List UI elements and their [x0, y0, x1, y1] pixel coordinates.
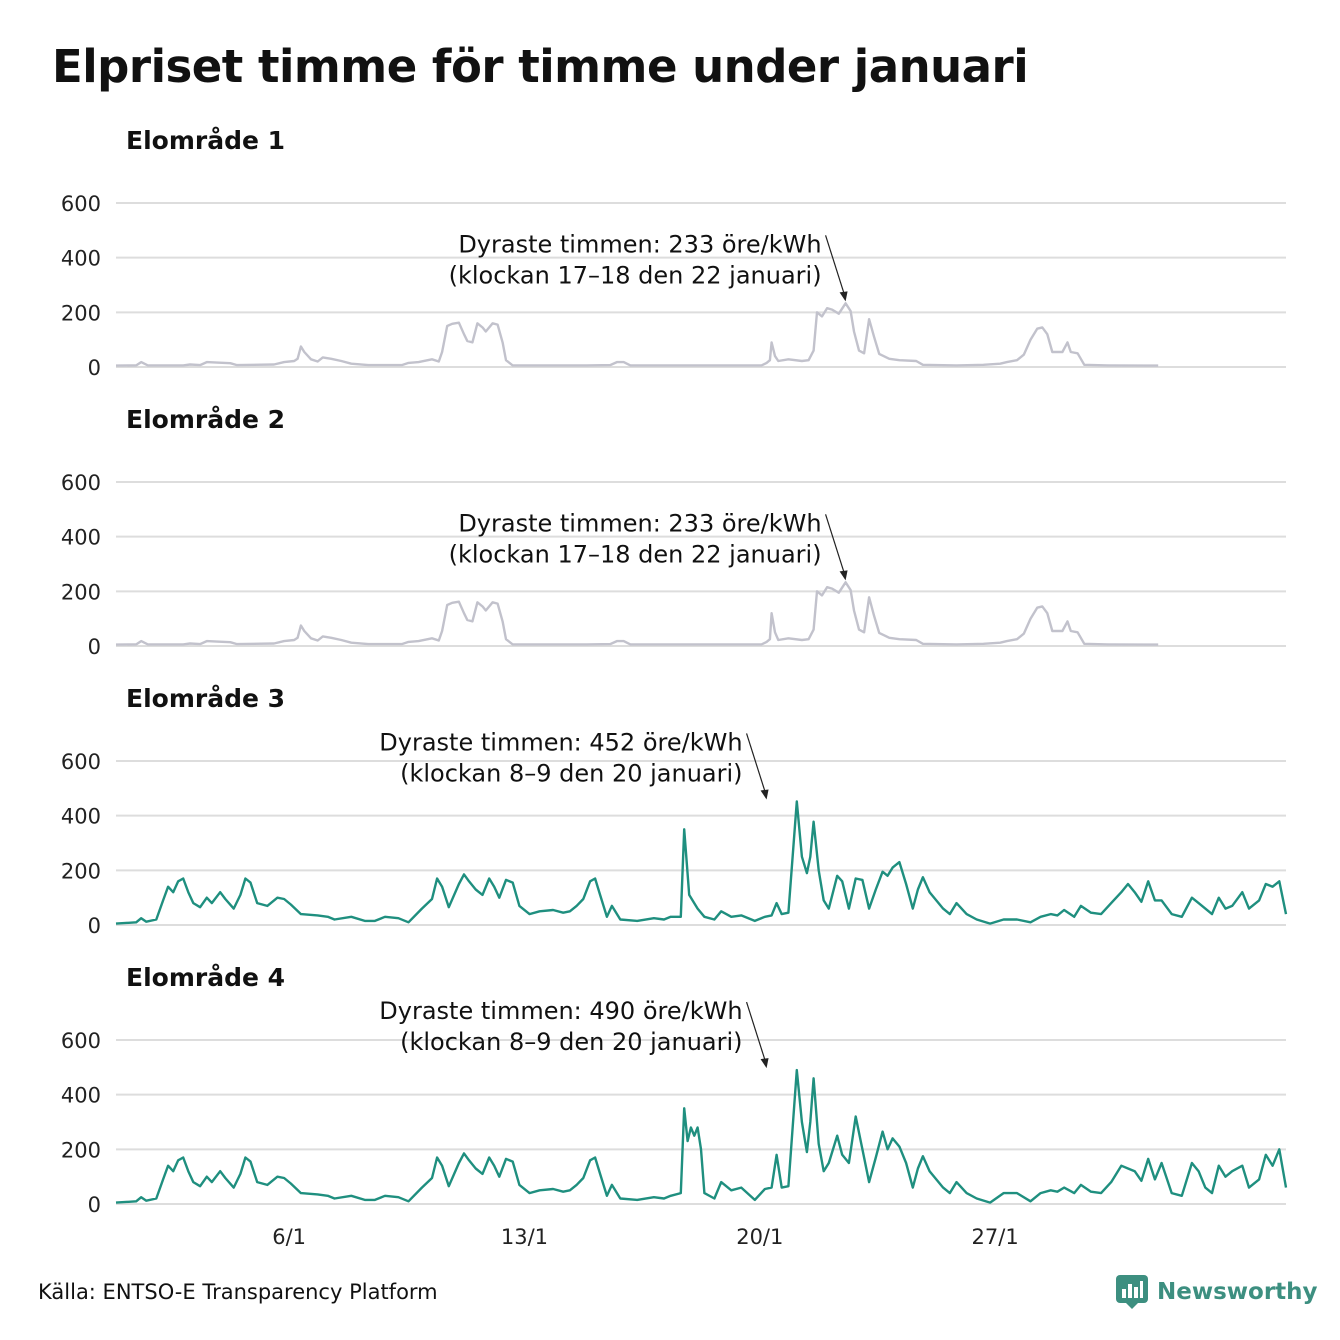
- panel-title: Elområde 4: [126, 963, 285, 992]
- y-tick-label: 0: [88, 356, 101, 380]
- annotation-arrowhead: [839, 570, 848, 581]
- y-tick-label: 200: [61, 301, 101, 325]
- series-line: [115, 581, 1159, 646]
- x-tick-label: 20/1: [736, 1225, 783, 1249]
- annotation-line1: Dyraste timmen: 233 öre/kWh: [458, 230, 821, 258]
- y-tick-label: 400: [61, 805, 101, 829]
- annotation-arrow-line: [745, 733, 768, 797]
- annotation-arrowhead: [760, 1058, 769, 1069]
- series-line: [115, 302, 1159, 367]
- bar-chart-speech-bubble-icon: [1116, 1275, 1148, 1309]
- y-tick-label: 600: [61, 750, 101, 774]
- annotation-line2: (klockan 17–18 den 22 januari): [449, 540, 822, 568]
- y-tick-label: 600: [61, 192, 101, 216]
- annotation-arrow-line: [824, 514, 847, 578]
- annotation-line1: Dyraste timmen: 490 öre/kWh: [379, 997, 742, 1025]
- annotation-arrowhead: [760, 789, 769, 800]
- y-tick-label: 400: [61, 247, 101, 271]
- y-tick-label: 200: [61, 1138, 101, 1162]
- panel-title: Elområde 2: [126, 405, 285, 434]
- y-tick-label: 400: [61, 526, 101, 550]
- y-tick-label: 0: [88, 914, 101, 938]
- y-tick-label: 0: [88, 635, 101, 659]
- x-tick-label: 6/1: [272, 1225, 306, 1249]
- y-tick-label: 200: [61, 859, 101, 883]
- brand-name: Newsworthy: [1157, 1279, 1318, 1305]
- x-tick-label: 13/1: [501, 1225, 548, 1249]
- newsworthy-logo: Newsworthy: [1116, 1275, 1318, 1309]
- panel-title: Elområde 1: [126, 126, 285, 155]
- series-line: [115, 1068, 1288, 1204]
- annotation-line1: Dyraste timmen: 452 öre/kWh: [379, 728, 742, 756]
- annotation-line2: (klockan 17–18 den 22 januari): [449, 261, 822, 289]
- y-tick-label: 0: [88, 1193, 101, 1217]
- y-tick-label: 600: [61, 1029, 101, 1053]
- annotation-line2: (klockan 8–9 den 20 januari): [400, 759, 742, 787]
- source-note: Källa: ENTSO-E Transparency Platform: [38, 1280, 438, 1304]
- y-tick-label: 600: [61, 471, 101, 495]
- y-tick-label: 400: [61, 1084, 101, 1108]
- page-title: Elpriset timme för timme under januari: [52, 40, 1029, 93]
- annotation-line1: Dyraste timmen: 233 öre/kWh: [458, 509, 821, 537]
- annotation-arrowhead: [839, 291, 848, 302]
- annotation-arrow-line: [745, 1001, 768, 1066]
- y-tick-label: 200: [61, 580, 101, 604]
- annotation-arrow-line: [824, 235, 847, 299]
- x-tick-label: 27/1: [972, 1225, 1019, 1249]
- panel-title: Elområde 3: [126, 684, 285, 713]
- annotation-line2: (klockan 8–9 den 20 januari): [400, 1028, 742, 1056]
- series-line: [115, 800, 1288, 925]
